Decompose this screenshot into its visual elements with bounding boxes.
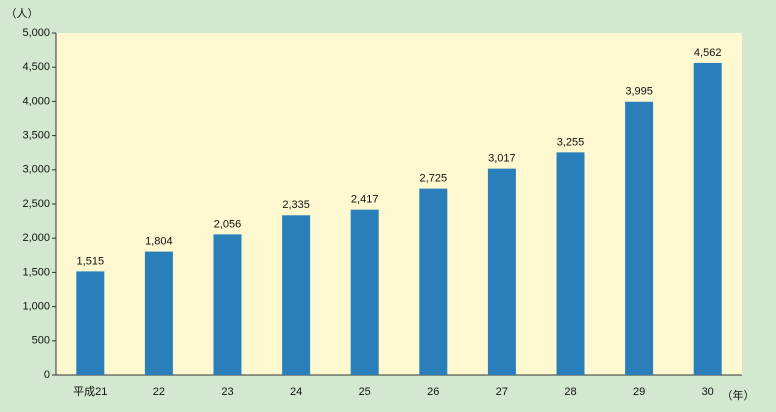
bar	[213, 234, 242, 375]
x-tick-label: 29	[633, 386, 645, 398]
y-tick-label: 2,500	[22, 198, 50, 210]
y-tick-label: 1,000	[22, 301, 50, 313]
bar	[693, 62, 722, 376]
value-label: 2,417	[351, 194, 379, 206]
x-axis-label: （年）	[722, 388, 755, 402]
x-tick-label: 27	[496, 386, 508, 398]
y-tick-label: 3,000	[22, 164, 50, 176]
y-tick-label: 5,000	[22, 27, 50, 39]
value-label: 3,995	[625, 86, 653, 98]
bar	[282, 215, 311, 375]
x-tick-label: 23	[221, 386, 233, 398]
bar	[419, 188, 448, 375]
x-tick-label: 28	[564, 386, 576, 398]
value-label: 2,056	[214, 218, 242, 230]
bar	[487, 168, 516, 375]
bar	[556, 152, 585, 375]
x-tick-label: 平成21	[73, 385, 107, 398]
value-label: 2,335	[282, 199, 310, 211]
bar	[350, 209, 379, 375]
y-tick-label: 0	[44, 369, 50, 381]
x-tick-label: 30	[702, 386, 714, 398]
y-tick-label: 2,000	[22, 232, 50, 244]
y-tick-label: 1,500	[22, 266, 50, 278]
bar	[76, 271, 105, 375]
y-tick-label: 3,500	[22, 130, 50, 142]
x-tick-label: 25	[359, 386, 371, 398]
bar	[144, 251, 173, 375]
value-label: 4,562	[694, 47, 722, 59]
bar	[625, 101, 654, 375]
y-tick-label: 4,000	[22, 95, 50, 107]
value-label: 1,804	[145, 236, 173, 248]
value-label: 3,017	[488, 153, 516, 165]
y-axis-label: （人）	[6, 7, 39, 20]
y-tick-label: 4,500	[22, 61, 50, 73]
value-label: 1,515	[77, 255, 105, 267]
x-tick-label: 26	[427, 386, 439, 398]
value-label: 2,725	[420, 173, 448, 185]
x-tick-label: 24	[290, 386, 302, 398]
value-label: 3,255	[557, 136, 585, 148]
y-tick-label: 500	[32, 335, 50, 347]
x-tick-label: 22	[153, 386, 165, 398]
